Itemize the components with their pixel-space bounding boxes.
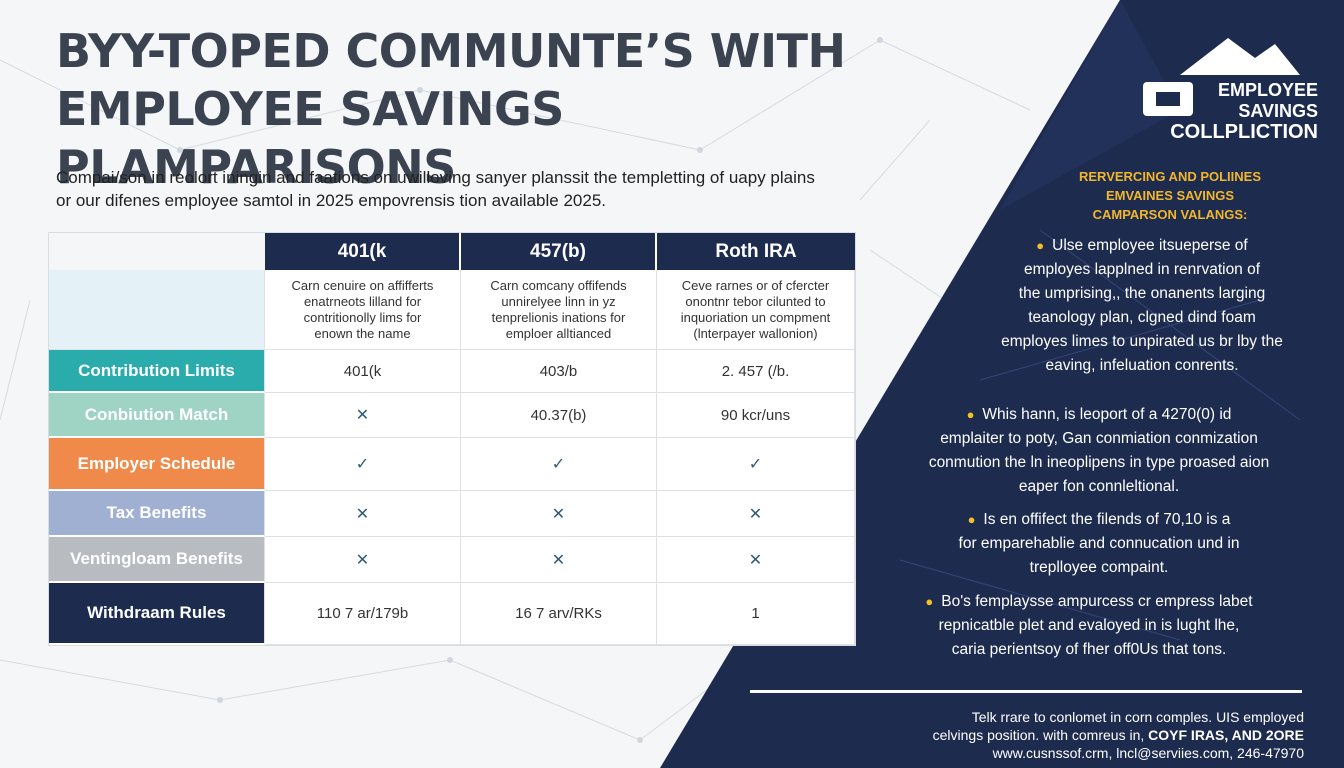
check-icon: ✓ — [461, 438, 657, 491]
title-line-1: BYY-TOPED COMMUNTE’S WITH — [56, 24, 846, 78]
table-cell: 403/b — [461, 350, 657, 393]
description-line: enatrneots lilland for — [303, 293, 422, 309]
bullet-item-2: ● Whis hann, is leoport of a 4270(0) id e… — [884, 403, 1314, 499]
footer-contact: Telk rrare to conlomet in corn comples. … — [900, 708, 1304, 762]
description-line: unnirelyee linn in yz — [501, 293, 616, 309]
bullet-line: teanology plan, clgned dind foam — [1028, 309, 1256, 326]
bullet-line: treplloyee compaint. — [1029, 559, 1169, 576]
bullet-line: Whis hann, is leoport of a 4270(0) id — [982, 406, 1232, 423]
logo: EMPLOYEE SAVINGS COLLPLICTION — [1142, 80, 1318, 143]
description-line: Carn cenuire on affifferts — [291, 277, 434, 293]
cross-icon: ✕ — [657, 491, 855, 537]
bullet-line: eaving, infeluation conrents. — [1045, 357, 1239, 374]
description-line: contritionolly lims for — [303, 309, 422, 325]
cross-icon: ✕ — [461, 491, 657, 537]
bullet-dot-icon: ● — [1036, 238, 1045, 253]
column-header-457b: 457(b) — [461, 233, 657, 270]
description-roth-ira: Ceve rarnes or of cfercter onontnr tebor… — [657, 270, 855, 350]
cross-icon: ✕ — [265, 537, 461, 583]
description-line: (lnterpayer wallonion) — [693, 325, 818, 341]
description-label-cell — [49, 270, 265, 350]
panel-heading-line: EMVAINES SAVINGS — [1105, 188, 1235, 203]
bullet-line: employes lapplned in renrvation of — [1023, 261, 1261, 278]
description-line: tenprelionis inations for — [491, 309, 626, 325]
bullet-line: caria perientsoy of fher off0Us that ton… — [951, 641, 1227, 658]
bullet-line: the umprising,, the onanents larging — [1018, 285, 1266, 302]
cross-icon: ✕ — [265, 393, 461, 438]
bullet-line: eaper fon connleltional. — [1018, 478, 1180, 495]
intro-text: Compai/son in reolort iningin and faatio… — [56, 166, 876, 212]
bullet-dot-icon: ● — [925, 594, 934, 609]
cross-icon: ✕ — [657, 537, 855, 583]
bullet-line: for emparehablie and connucation und in — [958, 535, 1240, 552]
footer-divider — [750, 690, 1302, 693]
check-icon: ✓ — [265, 438, 461, 491]
logo-line-2: SAVINGS — [1238, 101, 1318, 121]
logo-line-1: EMPLOYEE — [1217, 80, 1318, 100]
table-cell: 40.37(b) — [461, 393, 657, 438]
bullet-item-3: ● Is en offifect the filends of 70,10 is … — [884, 508, 1314, 580]
bullet-item-4: ● Bo's femplaysse ampurcess cr empress la… — [864, 590, 1314, 662]
mountain-logo-icon — [1143, 38, 1300, 116]
bullet-item-1: ● Ulse employee itsueperse of employes la… — [970, 234, 1314, 378]
row-label-vesting-benefits: Ventingloam Benefits — [49, 537, 265, 583]
footer-line-1: Telk rrare to conlomet in corn comples. … — [971, 709, 1304, 725]
panel-heading-line: CAMPARSON VALANGS: — [1092, 207, 1248, 222]
description-401k: Carn cenuire on affifferts enatrneots li… — [265, 270, 461, 350]
description-line: Carn comcany offifends — [490, 277, 627, 293]
header-corner — [49, 233, 265, 270]
bullet-line: emplaiter to poty, Gan conmiation conmiz… — [940, 430, 1258, 447]
table-cell: 1 — [657, 583, 855, 645]
bullet-dot-icon: ● — [966, 407, 975, 422]
intro-line-1: Compai/son in reolort iningin and faatio… — [56, 168, 815, 187]
page-title: BYY-TOPED COMMUNTE’S WITH EMPLOYEE SAVIN… — [56, 22, 876, 196]
column-header-roth-ira: Roth IRA — [657, 233, 855, 270]
bullet-line: Bo's femplaysse ampurcess cr empress lab… — [941, 593, 1253, 610]
row-label-contribution-match: Conbiution Match — [49, 393, 265, 438]
table-cell: 110 7 ar/179b — [265, 583, 461, 645]
row-label-employer-schedule: Employer Schedule — [49, 438, 265, 491]
panel-heading-line: RERVERCING AND POLIINES — [1078, 169, 1262, 184]
bullet-line: repnicatble plet and evaloyed in is lugh… — [938, 617, 1240, 634]
panel-heading: RERVERCING AND POLIINES EMVAINES SAVINGS… — [1040, 167, 1300, 224]
intro-line-2: or our difenes employee samtol in 2025 e… — [56, 191, 606, 210]
bullet-line: Is en offifect the filends of 70,10 is a — [983, 511, 1231, 528]
description-line: emploer alltianced — [505, 325, 612, 341]
comparison-table: 401(k 457(b) Roth IRA Carn cenuire on af… — [48, 232, 856, 646]
bullet-dot-icon: ● — [967, 512, 976, 527]
table-cell: 401(k — [265, 350, 461, 393]
cross-icon: ✕ — [461, 537, 657, 583]
description-line: onontnr tebor cilunted to — [685, 293, 826, 309]
description-457b: Carn comcany offifends unnirelyee linn i… — [461, 270, 657, 350]
description-line: inquoriation un compment — [680, 309, 831, 325]
logo-line-3: COLLPLICTION — [1170, 121, 1318, 143]
footer-line-2-text: celvings position. with comreus in, — [932, 727, 1149, 743]
description-line: Ceve rarnes or of cfercter — [681, 277, 830, 293]
bullet-line: employes limes to unpirated us br lby th… — [1001, 333, 1283, 350]
bullet-line: conmution the ln ineoplipens in type pro… — [928, 454, 1270, 471]
row-label-withdrawal-rules: Withdraam Rules — [49, 583, 265, 645]
row-label-contribution-limits: Contribution Limits — [49, 350, 265, 393]
bullet-line: Ulse employee itsueperse of — [1052, 237, 1248, 254]
table-cell: 16 7 arv/RKs — [461, 583, 657, 645]
check-icon: ✓ — [657, 438, 855, 491]
footer-line-3: www.cusnssof.crm, lncl@serviies.com, 246… — [992, 745, 1304, 761]
row-label-tax-benefits: Tax Benefits — [49, 491, 265, 537]
description-line: enown the name — [314, 325, 411, 341]
title-line-2: EMPLOYEE SAVINGS PLAMPARISONS — [56, 82, 564, 194]
footer-line-2: celvings position. with comreus in, COYF… — [900, 726, 1304, 744]
footer-line-2-bold: COYF IRAS, AND 2ORE — [1148, 727, 1304, 743]
cross-icon: ✕ — [265, 491, 461, 537]
column-header-401k: 401(k — [265, 233, 461, 270]
table-cell: 90 kcr/uns — [657, 393, 855, 438]
table-cell: 2. 457 (/b. — [657, 350, 855, 393]
